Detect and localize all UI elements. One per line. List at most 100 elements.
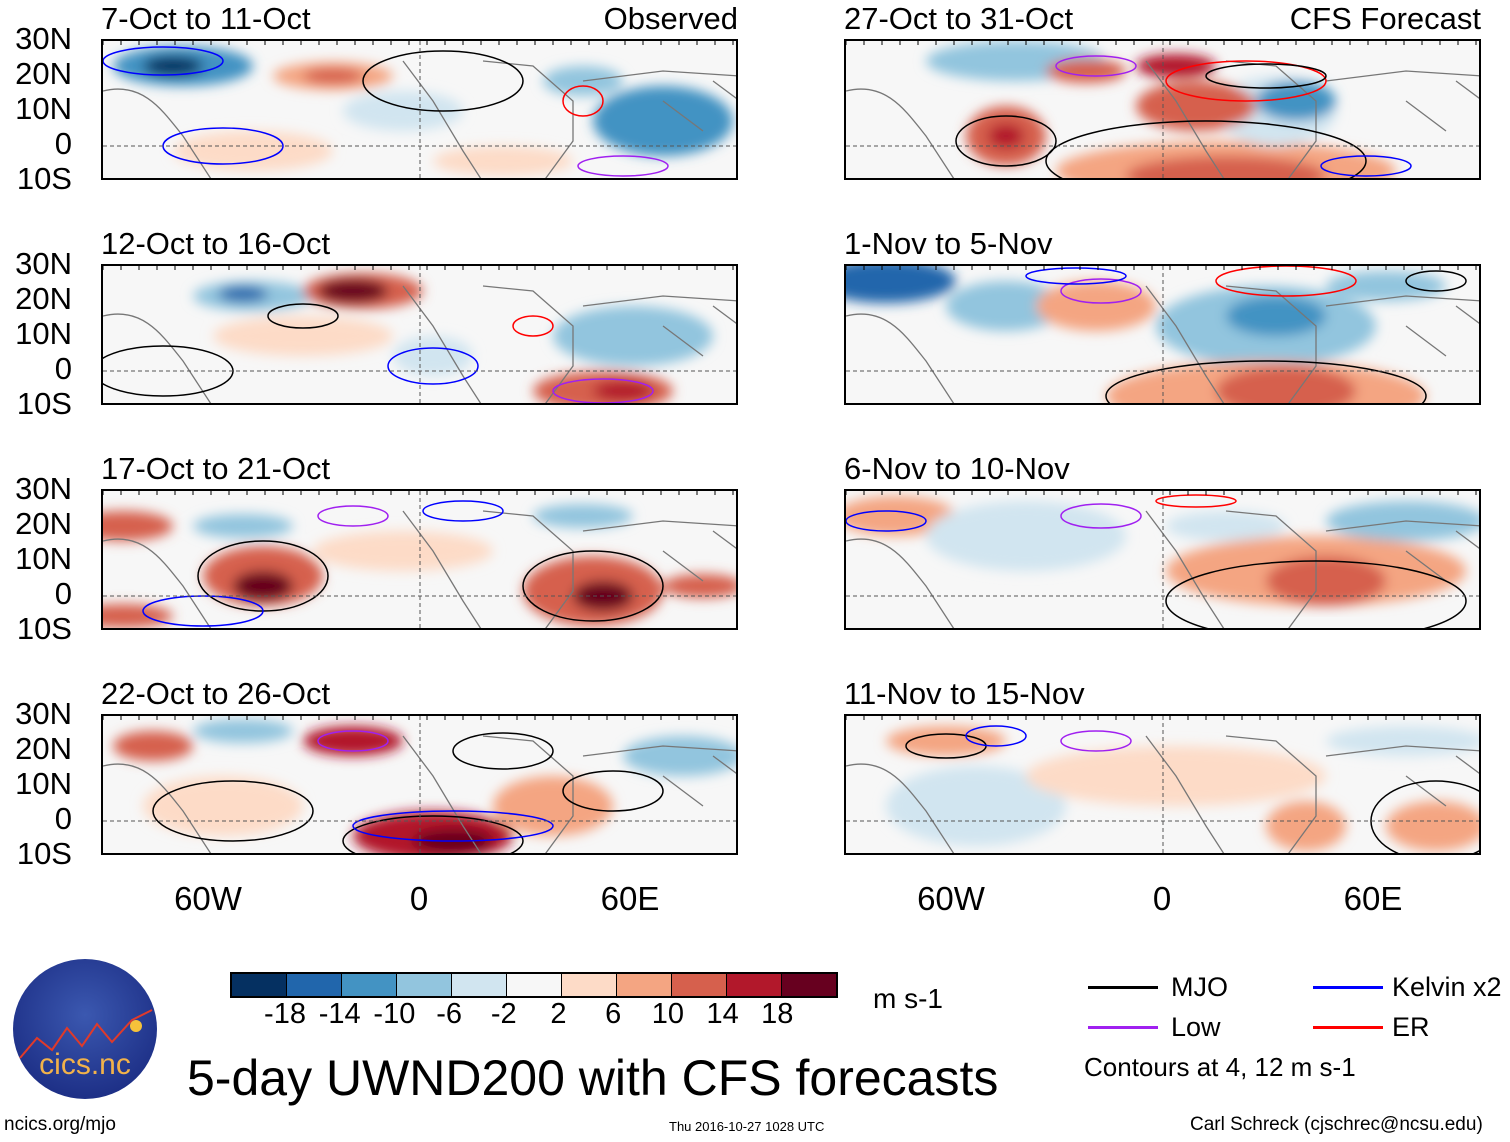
coastlines	[103, 735, 736, 853]
colorbar-label: -18	[264, 998, 306, 1030]
anomaly-shading	[846, 266, 956, 303]
colorbar-swatch	[782, 974, 836, 996]
panel-title: 6-Nov to 10-Nov	[844, 451, 1070, 486]
cics-logo: cics.nc	[12, 958, 158, 1100]
anomaly-shading	[1326, 726, 1479, 756]
x-tick-label: 60W	[917, 880, 985, 917]
y-tick-label: 30N	[15, 696, 72, 731]
anomaly-shading	[1216, 366, 1356, 403]
wave-contour	[1155, 494, 1237, 508]
map-panel	[101, 264, 738, 405]
x-tick-label: 60W	[174, 880, 242, 917]
wave-contour	[1205, 63, 1327, 89]
y-tick-label: 0	[54, 801, 72, 836]
wave-contour	[562, 770, 664, 812]
y-tick-label: 10N	[15, 316, 72, 351]
wave-contour	[512, 315, 554, 337]
y-tick-label: 10N	[15, 541, 72, 576]
colorbar-swatch	[727, 974, 782, 996]
anomaly-shading	[593, 381, 653, 401]
coastlines	[103, 285, 736, 403]
anomaly-shading	[143, 56, 203, 76]
colorbar-label: 18	[761, 998, 794, 1030]
x-tick-label: 60E	[600, 880, 660, 917]
anomaly-shading	[218, 286, 268, 302]
anomaly-shading	[173, 131, 333, 171]
colorbar-swatch	[452, 974, 507, 996]
panel-tag: CFS Forecast	[1289, 1, 1481, 36]
wave-contour	[317, 505, 389, 527]
legend-low-label: Low	[1171, 1012, 1221, 1042]
anomaly-shading	[846, 496, 956, 536]
wave-contour	[1165, 560, 1467, 628]
anomaly-shading	[1326, 271, 1446, 301]
anomaly-shading	[1136, 54, 1216, 78]
panel-tag: Observed	[603, 1, 738, 36]
map-panel	[844, 39, 1481, 180]
anomaly-shading	[393, 336, 473, 376]
anomaly-shading	[103, 604, 173, 628]
anomaly-shading	[1266, 801, 1346, 851]
wave-contour	[965, 725, 1027, 747]
colorbar-swatch	[287, 974, 342, 996]
anomaly-shading	[1226, 296, 1326, 336]
y-tick-label: 10N	[15, 766, 72, 801]
wave-contour	[552, 378, 654, 403]
anomaly-shading	[1136, 81, 1256, 131]
colorbar-swatch	[232, 974, 287, 996]
wave-contour	[342, 815, 524, 853]
coastlines	[846, 735, 1479, 853]
wave-contour	[1165, 60, 1327, 102]
map-panel	[844, 264, 1481, 405]
panel-title: 12-Oct to 16-Oct	[101, 226, 331, 261]
wave-contour	[452, 732, 554, 770]
y-tick-label: 10S	[16, 386, 72, 421]
panel-title: 1-Nov to 5-Nov	[844, 226, 1053, 261]
map-panel	[844, 489, 1481, 630]
wave-contour	[152, 780, 314, 842]
contour-note: Contours at 4, 12 m s-1	[1084, 1052, 1356, 1082]
map-panel	[101, 489, 738, 630]
colorbar-swatch	[397, 974, 452, 996]
colorbar-swatch	[507, 974, 562, 996]
wave-contour	[422, 500, 504, 522]
map-panel	[101, 39, 738, 180]
y-tick-label: 30N	[15, 246, 72, 281]
colorbar-swatch	[342, 974, 397, 996]
y-tick-label: 20N	[15, 56, 72, 91]
wave-contour	[267, 303, 339, 329]
wave-contour	[1060, 278, 1142, 304]
wave-contour	[577, 155, 669, 177]
wave-contour	[955, 115, 1057, 167]
colorbar-swatch	[672, 974, 727, 996]
wave-contour	[522, 550, 664, 622]
colorbar-label: 14	[706, 998, 739, 1030]
wave-contour	[352, 810, 554, 842]
legend-mjo-line	[1088, 986, 1158, 989]
panel-title: 17-Oct to 21-Oct	[101, 451, 331, 486]
anomaly-shading	[193, 514, 293, 538]
x-tick-label: 0	[409, 880, 429, 917]
legend-mjo-label: MJO	[1171, 972, 1228, 1002]
coastlines	[846, 285, 1479, 403]
legend-er-line	[1313, 1026, 1383, 1029]
svg-text:cics.nc: cics.nc	[39, 1048, 131, 1081]
wave-contour	[1060, 730, 1132, 752]
footer-credit: Carl Schreck (cjschrec@ncsu.edu)	[1190, 1114, 1483, 1135]
legend-er-label: ER	[1392, 1012, 1430, 1042]
colorbar-units: m s-1	[873, 983, 943, 1014]
anomaly-shading	[946, 281, 1066, 331]
colorbar-label: 10	[651, 998, 685, 1030]
anomaly-shading	[213, 316, 393, 356]
anomaly-shading	[1046, 59, 1126, 83]
wave-contour	[562, 85, 604, 117]
panel-title: 7-Oct to 11-Oct	[101, 1, 311, 36]
wave-contour	[1055, 55, 1137, 77]
footer-url-link[interactable]: ncics.org/mjo	[4, 1114, 116, 1135]
panel-title: 27-Oct to 31-Oct	[844, 1, 1074, 36]
figure-title: 5-day UWND200 with CFS forecasts	[187, 1050, 999, 1106]
anomaly-shading	[303, 68, 363, 84]
wave-contour	[1320, 155, 1412, 177]
footer-timestamp: Thu 2016-10-27 1028 UTC	[669, 1119, 825, 1134]
anomaly-shading	[143, 776, 303, 836]
